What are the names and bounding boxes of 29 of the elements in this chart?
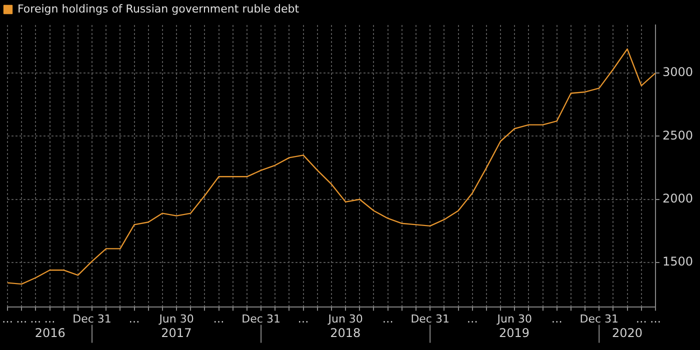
x-tick-label: Dec 31 — [72, 312, 112, 326]
x-tick-label: … — [636, 312, 647, 326]
x-tick-label: … — [298, 312, 309, 326]
x-tick-label: … — [44, 312, 56, 326]
x-tick-label: Jun 30 — [496, 312, 532, 326]
x2-tick-label: 2017 — [161, 326, 192, 340]
x2-tick-label: 2019 — [499, 326, 530, 340]
x2-tick-label: 2016 — [34, 326, 66, 340]
legend-label: Foreign holdings of Russian government ruble debt — [18, 2, 300, 16]
x-tick-label: … — [30, 312, 42, 326]
x-tick-label: Dec 31 — [410, 312, 450, 326]
x-tick-label: … — [650, 312, 661, 326]
y-tick-label: 1500 — [662, 254, 694, 269]
x-tick-label: Jun 30 — [327, 312, 363, 326]
y-tick-label: 2000 — [662, 192, 694, 206]
x2-tick-label: 2018 — [330, 326, 361, 340]
x-tick-label: … — [213, 312, 224, 326]
x-tick-label: … — [466, 312, 478, 326]
x-tick-label: … — [16, 312, 28, 326]
x-tick-label: … — [2, 312, 13, 326]
x-tick-label: … — [382, 312, 394, 326]
x2-tick-label: 2020 — [612, 326, 642, 340]
x-tick-label: Jun 30 — [158, 312, 194, 326]
y-tick-label: 2500 — [662, 128, 694, 142]
x-tick-label: Dec 31 — [580, 312, 619, 326]
x-tick-label: … — [128, 312, 140, 326]
x-tick-label: Dec 31 — [242, 312, 280, 326]
y-tick-label: 3000 — [662, 65, 694, 80]
x-tick-label: … — [551, 312, 562, 326]
